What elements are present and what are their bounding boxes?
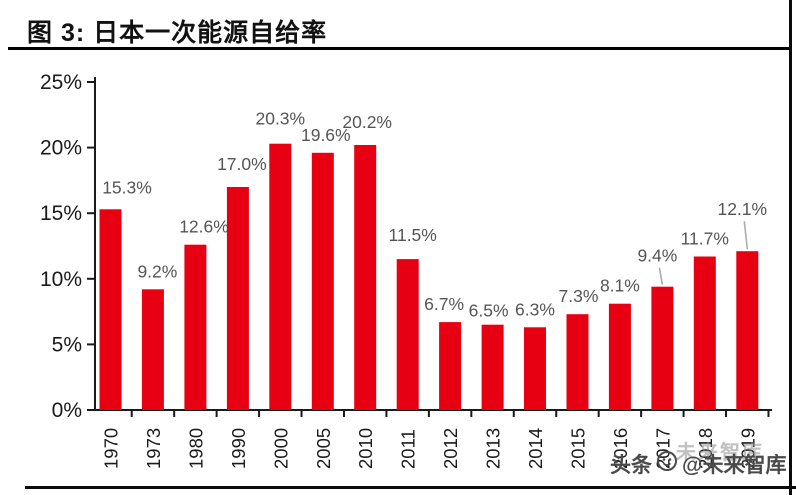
bar-2018 (693, 256, 716, 410)
watermark-handle: @未来智库 (682, 454, 787, 477)
x-label-2005: 2005 (313, 428, 334, 469)
value-label-1973: 9.2% (137, 261, 177, 281)
bar-2005 (311, 152, 334, 411)
value-label-2000: 20.3% (255, 109, 305, 129)
y-tick-label: 25% (40, 71, 82, 94)
bar-2010 (354, 145, 377, 410)
bar-1990 (226, 187, 249, 410)
bar-2015 (566, 314, 589, 410)
value-label-2015: 7.3% (559, 286, 599, 306)
value-label-2005: 19.6% (301, 125, 351, 145)
watermark-prefix: 头条 (610, 454, 652, 477)
watermark-ghost-text: 未来智库 (676, 442, 764, 464)
x-label-2010: 2010 (355, 428, 376, 469)
value-label-2016: 8.1% (600, 276, 640, 296)
title-underline-rule (8, 47, 790, 50)
x-label-2018: 2018 (695, 428, 716, 469)
x-label-2000: 2000 (270, 428, 291, 469)
x-label-2015: 2015 (568, 428, 589, 469)
value-label-1970: 15.3% (102, 177, 152, 197)
value-label-2011: 11.5% (389, 225, 437, 245)
figure-title: 图 3: 日本一次能源自给率 (27, 19, 328, 47)
bar-1970 (99, 209, 122, 410)
value-label-2013: 6.5% (469, 301, 509, 321)
bottom-border-rule (25, 486, 796, 489)
x-label-2013: 2013 (483, 428, 504, 469)
y-tick-label: 15% (40, 202, 82, 225)
watermark-avatar-icon (656, 450, 678, 478)
x-label-2016: 2016 (610, 428, 631, 469)
watermark: 头条 @未来智库 (610, 449, 786, 479)
y-tick-label: 20% (40, 137, 82, 160)
leader-line-2017 (658, 267, 664, 285)
right-border-rule (789, 0, 792, 495)
value-label-2018: 11.7% (681, 229, 729, 249)
bar-1973 (141, 289, 164, 410)
value-label-1980: 12.6% (179, 217, 229, 237)
bar-2019 (736, 251, 759, 410)
value-label-2019: 12.1% (717, 199, 767, 219)
bar-2016 (608, 303, 631, 410)
x-label-1970: 1970 (101, 428, 122, 469)
bar-2000 (269, 143, 292, 410)
x-label-1973: 1973 (143, 428, 164, 469)
bar-1980 (184, 244, 207, 410)
bar-2013 (481, 324, 504, 410)
value-label-2010: 20.2% (342, 112, 392, 132)
bar-2014 (524, 327, 546, 410)
y-tick-label: 10% (40, 268, 82, 291)
bar-2012 (439, 322, 462, 410)
x-label-2014: 2014 (525, 428, 546, 469)
y-tick-label: 0% (52, 399, 82, 422)
value-label-2014: 6.3% (515, 299, 555, 319)
x-label-2011: 2011 (398, 429, 419, 469)
x-label-2012: 2012 (440, 428, 461, 469)
bar-2017 (651, 286, 674, 410)
value-label-1990: 17.0% (217, 154, 267, 174)
x-label-1980: 1980 (185, 428, 206, 469)
leader-line-2019 (743, 221, 749, 250)
bar-2011 (396, 259, 419, 410)
value-label-2017: 9.4% (637, 246, 677, 266)
x-label-1990: 1990 (228, 428, 249, 469)
value-label-2012: 6.7% (424, 294, 464, 314)
x-label-2019: 2019 (737, 428, 758, 469)
y-tick-label: 5% (52, 333, 82, 356)
